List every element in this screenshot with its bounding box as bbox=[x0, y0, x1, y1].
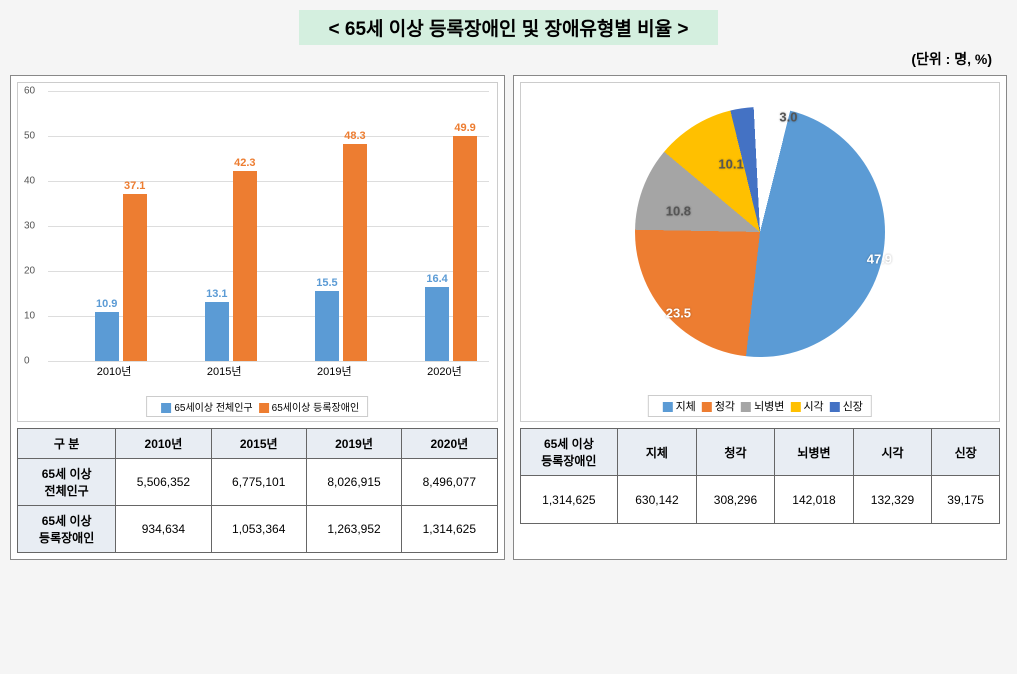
bar bbox=[205, 302, 229, 361]
x-tick-label: 2019년 bbox=[290, 363, 378, 379]
pie-slice-label: 10.1 bbox=[718, 157, 743, 172]
y-tick-label: 0 bbox=[24, 356, 30, 367]
table-row: 65세 이상등록장애인934,6341,053,3641,263,9521,31… bbox=[18, 506, 498, 553]
table-header-cell: 2019년 bbox=[306, 429, 401, 459]
table-header-cell: 65세 이상등록장애인 bbox=[520, 429, 618, 476]
x-tick-label: 2020년 bbox=[400, 363, 488, 379]
legend-label: 시각 bbox=[803, 401, 823, 413]
x-tick-label: 2010년 bbox=[70, 363, 158, 379]
pie-chart-area: 47.9 23.5 10.8 10.1 3.0 지체 청각 뇌병변 시각 신장 bbox=[520, 82, 1001, 422]
bar-value-label: 48.3 bbox=[335, 130, 375, 142]
bar-value-label: 37.1 bbox=[115, 180, 155, 192]
table-header-cell: 신장 bbox=[932, 429, 1000, 476]
pie-legend: 지체 청각 뇌병변 시각 신장 bbox=[648, 395, 872, 417]
bar bbox=[425, 287, 449, 361]
bar bbox=[453, 136, 477, 361]
pie-chart: 47.9 23.5 10.8 10.1 3.0 지체 청각 뇌병변 시각 신장 bbox=[521, 83, 1000, 421]
table-header-cell: 구 분 bbox=[18, 429, 116, 459]
row-header-cell: 65세 이상등록장애인 bbox=[18, 506, 116, 553]
table-cell: 630,142 bbox=[618, 476, 697, 524]
table-cell: 1,263,952 bbox=[306, 506, 401, 553]
table-cell: 1,314,625 bbox=[520, 476, 618, 524]
legend-label: 지체 bbox=[676, 401, 696, 413]
table-cell: 1,314,625 bbox=[402, 506, 497, 553]
right-panel: 47.923.510.810.13.0 지체청각뇌병변시각신장 65세 이상등록… bbox=[513, 75, 1008, 560]
bar bbox=[95, 312, 119, 361]
x-tick-label: 2015년 bbox=[180, 363, 268, 379]
legend-label: 뇌병변 bbox=[754, 401, 784, 413]
legend-label: 65세이상 등록장애인 bbox=[272, 403, 360, 414]
bar bbox=[343, 144, 367, 361]
y-tick-label: 50 bbox=[24, 131, 35, 142]
legend-swatch bbox=[790, 402, 800, 412]
bar-legend: 65세이상 전체인구 65세이상 등록장애인 bbox=[146, 396, 368, 417]
left-table: 구 분2010년2015년2019년2020년 65세 이상전체인구5,506,… bbox=[17, 428, 498, 553]
legend-swatch bbox=[663, 402, 673, 412]
bar-plot: 010203040506010.937.113.142.315.548.316.… bbox=[48, 91, 489, 361]
table-cell: 934,634 bbox=[116, 506, 211, 553]
bar-value-label: 10.9 bbox=[87, 298, 127, 310]
table-header-cell: 청각 bbox=[696, 429, 775, 476]
left-panel: 0 10 20 30 40 50 60 10.9 37.1 13.1 42.3 15.5 48.3 16.… bbox=[10, 75, 505, 560]
page-title: < 65세 이상 등록장애인 및 장애유형별 비율 > bbox=[299, 10, 719, 45]
row-header-cell: 65세 이상전체인구 bbox=[18, 459, 116, 506]
y-tick-label: 20 bbox=[24, 266, 35, 277]
legend-label: 신장 bbox=[843, 401, 863, 413]
legend-swatch bbox=[702, 402, 712, 412]
table-cell: 5,506,352 bbox=[116, 459, 211, 506]
table-header-cell: 뇌병변 bbox=[775, 429, 854, 476]
legend-label: 청각 bbox=[715, 401, 735, 413]
bar-value-label: 13.1 bbox=[197, 288, 237, 300]
bar bbox=[123, 194, 147, 361]
legend-swatch bbox=[830, 402, 840, 412]
chart-panels: 0 10 20 30 40 50 60 10.9 37.1 13.1 42.3 15.5 48.3 16.… bbox=[10, 75, 1007, 560]
bar-value-label: 15.5 bbox=[307, 277, 347, 289]
pie-slice-label: 23.5 bbox=[666, 305, 691, 320]
table-cell: 6,775,101 bbox=[211, 459, 306, 506]
legend-swatch bbox=[161, 403, 171, 413]
y-tick-label: 10 bbox=[24, 311, 35, 322]
bar-group: 15.5 48.3 bbox=[290, 91, 378, 361]
table-header-row: 65세 이상등록장애인지체청각뇌병변시각신장 bbox=[520, 429, 1000, 476]
table-cell: 308,296 bbox=[696, 476, 775, 524]
right-table: 65세 이상등록장애인지체청각뇌병변시각신장 1,314,625630,1423… bbox=[520, 428, 1001, 524]
table-header-cell: 2015년 bbox=[211, 429, 306, 459]
bar bbox=[233, 171, 257, 361]
table-row: 1,314,625630,142308,296142,018132,32939,… bbox=[520, 476, 1000, 524]
table-row: 65세 이상전체인구5,506,3526,775,1018,026,9158,4… bbox=[18, 459, 498, 506]
bar-value-label: 49.9 bbox=[445, 122, 485, 134]
bar-group: 16.4 49.9 bbox=[400, 91, 488, 361]
y-tick-label: 30 bbox=[24, 221, 35, 232]
legend-swatch bbox=[259, 403, 269, 413]
table-cell: 1,053,364 bbox=[211, 506, 306, 553]
bar-group: 13.1 42.3 bbox=[180, 91, 268, 361]
table-header-cell: 지체 bbox=[618, 429, 697, 476]
bar-value-label: 42.3 bbox=[225, 157, 265, 169]
table-header-row: 구 분2010년2015년2019년2020년 bbox=[18, 429, 498, 459]
legend-swatch bbox=[741, 402, 751, 412]
y-tick-label: 40 bbox=[24, 176, 35, 187]
table-header-cell: 2010년 bbox=[116, 429, 211, 459]
table-header-cell: 2020년 bbox=[402, 429, 497, 459]
bar-xaxis: 2010년 2015년 2019년 2020년 bbox=[48, 361, 489, 381]
bar-chart: 0 10 20 30 40 50 60 10.9 37.1 13.1 42.3 15.5 48.3 16.… bbox=[18, 83, 497, 421]
bar-group: 10.9 37.1 bbox=[70, 91, 158, 361]
table-cell: 142,018 bbox=[775, 476, 854, 524]
y-tick-label: 60 bbox=[24, 86, 35, 97]
bar bbox=[315, 291, 339, 361]
title-wrap: < 65세 이상 등록장애인 및 장애유형별 비율 > bbox=[10, 10, 1007, 45]
unit-label: (단위 : 명, %) bbox=[10, 49, 1007, 69]
legend-label: 65세이상 전체인구 bbox=[174, 403, 252, 414]
bar-value-label: 16.4 bbox=[417, 273, 457, 285]
bar-chart-area: 0 10 20 30 40 50 60 10.9 37.1 13.1 42.3 15.5 48.3 16.… bbox=[17, 82, 498, 422]
table-cell: 132,329 bbox=[853, 476, 932, 524]
table-cell: 8,496,077 bbox=[402, 459, 497, 506]
table-header-cell: 시각 bbox=[853, 429, 932, 476]
pie-slice-label: 10.8 bbox=[666, 204, 691, 219]
table-cell: 8,026,915 bbox=[306, 459, 401, 506]
pie-slice-label: 47.9 bbox=[867, 251, 892, 266]
table-cell: 39,175 bbox=[932, 476, 1000, 524]
pie-slice-label: 3.0 bbox=[779, 109, 797, 124]
